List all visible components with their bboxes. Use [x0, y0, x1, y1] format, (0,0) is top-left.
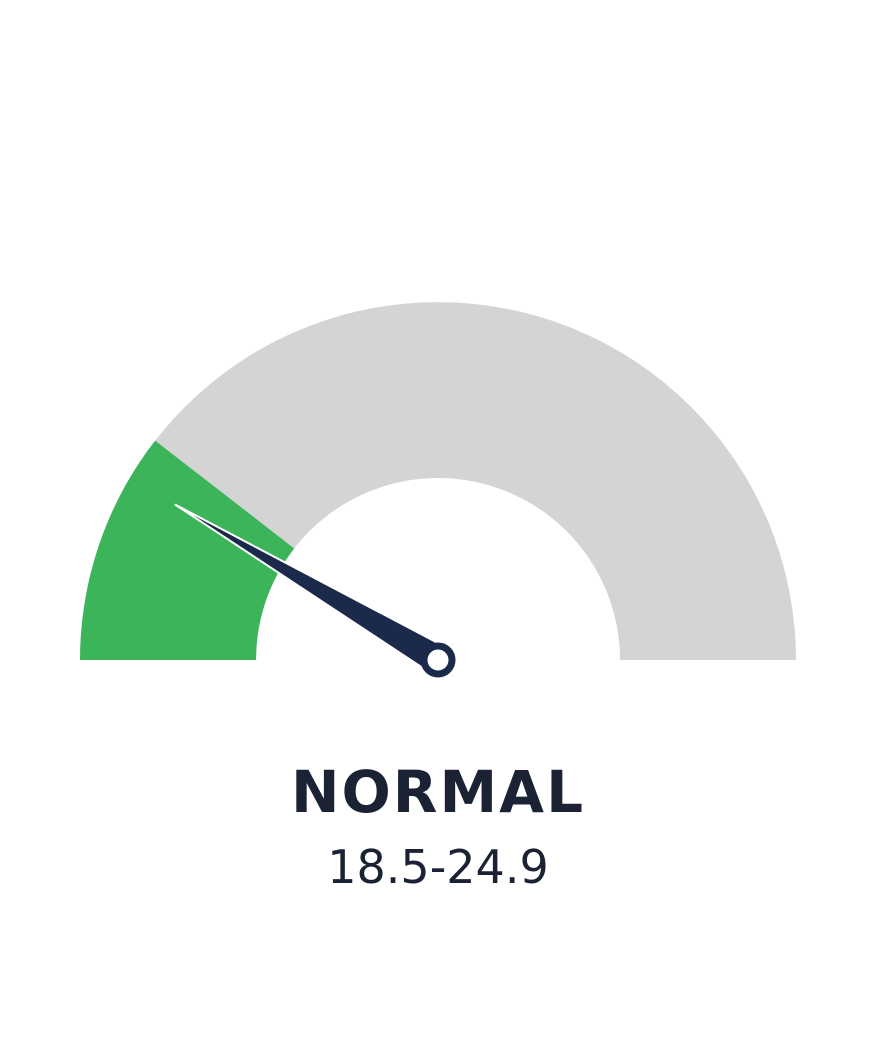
gauge-needle [174, 503, 456, 678]
bmi-category-label: NORMAL [290, 758, 586, 826]
gauge-filled-segment [80, 440, 295, 660]
needle-hub [420, 642, 456, 678]
bmi-range-label: 18.5-24.9 [327, 840, 549, 894]
